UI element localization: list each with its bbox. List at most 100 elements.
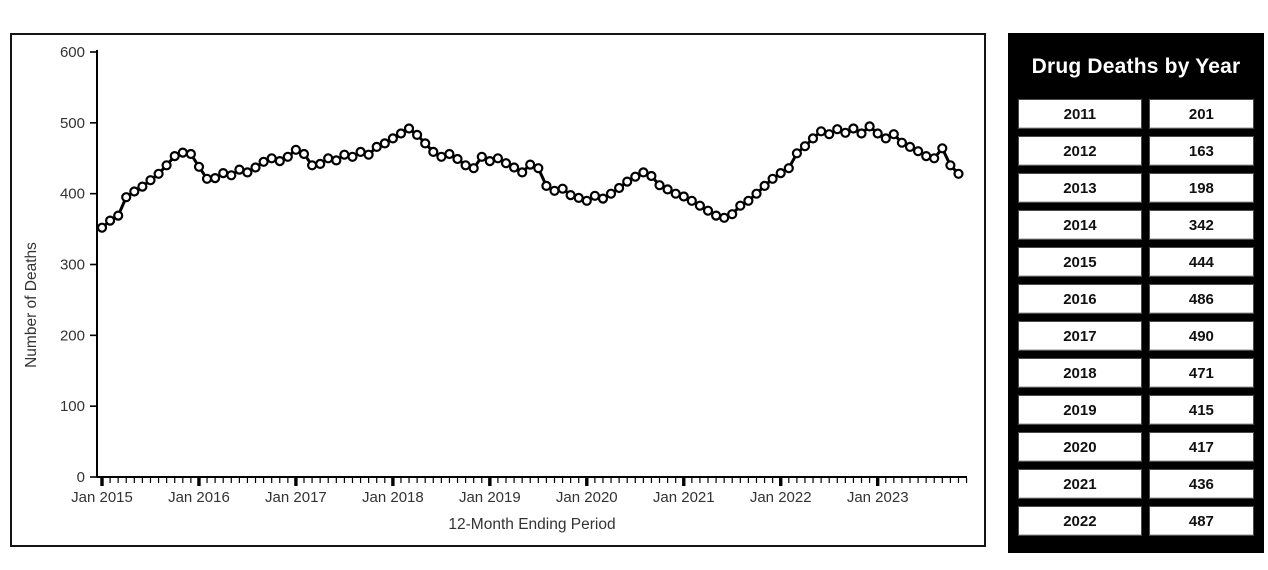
data-point-marker <box>694 200 706 211</box>
data-point-marker <box>234 164 245 175</box>
x-tick-label: Jan 2023 <box>847 489 909 506</box>
data-point-marker <box>549 185 560 196</box>
x-tick-label: Jan 2021 <box>653 489 715 506</box>
table-row: 2015 444 <box>1018 247 1254 277</box>
data-point-marker <box>444 148 455 160</box>
data-point-marker <box>807 133 819 144</box>
year-cell: 2016 <box>1018 284 1142 314</box>
data-point-marker <box>226 170 237 181</box>
data-point-marker <box>880 133 891 144</box>
y-tick-label: 100 <box>60 398 85 415</box>
deaths-cell: 201 <box>1148 99 1254 129</box>
data-point-marker <box>379 138 390 149</box>
data-point-marker <box>533 163 544 174</box>
data-point-marker <box>412 129 423 141</box>
data-point-marker <box>791 148 803 159</box>
data-point-marker <box>896 137 908 148</box>
data-point-marker <box>775 168 786 179</box>
data-point-marker <box>104 215 116 226</box>
data-point-marker <box>799 141 811 152</box>
data-point-marker <box>428 146 439 158</box>
data-point-marker <box>710 210 722 221</box>
data-point-marker <box>573 192 584 203</box>
table-title: Drug Deaths by Year <box>1031 55 1241 78</box>
x-tick-label: Jan 2015 <box>71 489 133 506</box>
data-point-marker <box>751 188 762 199</box>
data-point-marker <box>145 175 156 186</box>
data-point-marker <box>783 163 794 174</box>
year-cell: 2012 <box>1018 136 1142 166</box>
year-cell: 2011 <box>1018 99 1142 129</box>
data-point-marker <box>904 141 916 153</box>
y-tick-label: 0 <box>77 469 85 486</box>
data-point-marker <box>848 123 859 134</box>
data-point-marker <box>331 155 342 166</box>
table-row: 2013 198 <box>1018 173 1254 203</box>
data-point-marker <box>622 176 633 187</box>
data-point-marker <box>815 126 827 137</box>
data-point-marker <box>589 190 601 201</box>
data-point-marker <box>824 129 835 140</box>
data-point-marker <box>484 155 495 167</box>
data-point-marker <box>258 156 269 167</box>
data-point-marker <box>921 150 932 162</box>
data-point-marker <box>403 123 415 134</box>
data-point-marker <box>654 180 665 191</box>
y-tick-label: 200 <box>60 327 85 344</box>
data-point-marker <box>605 188 617 199</box>
data-point-marker <box>298 148 310 160</box>
data-point-marker <box>339 149 350 160</box>
year-cell: 2020 <box>1018 432 1142 462</box>
y-tick-label: 500 <box>60 115 85 132</box>
x-tick-label: Jan 2022 <box>750 489 812 506</box>
y-axis-title: Number of Deaths <box>23 242 40 368</box>
deaths-cell: 490 <box>1148 321 1254 351</box>
data-point-marker <box>323 153 334 164</box>
data-point-marker <box>953 168 964 179</box>
table-row: 2014 342 <box>1018 210 1254 240</box>
data-point-marker <box>727 209 738 220</box>
deaths-line-chart: 0 100 200 300 400 500 600 Jan 2015 Jan 2016 Jan 2… <box>23 44 968 533</box>
data-point-marker <box>250 162 261 173</box>
deaths-cell: 487 <box>1148 506 1254 536</box>
deaths-cell: 163 <box>1148 136 1254 166</box>
data-point-marker <box>832 124 843 135</box>
y-tick-label: 600 <box>60 44 85 61</box>
year-cell: 2017 <box>1018 321 1142 351</box>
year-cell: 2014 <box>1018 210 1142 240</box>
year-cell: 2019 <box>1018 395 1142 425</box>
deaths-cell: 198 <box>1148 173 1254 203</box>
data-point-marker <box>315 158 326 169</box>
data-point-marker <box>169 150 180 162</box>
data-point-marker <box>371 141 382 153</box>
table-rows: 2011 201 2012 163 2013 198 2014 342 2015 444 2016 4… <box>1018 99 1254 536</box>
data-point-marker <box>113 210 124 221</box>
year-cell: 2022 <box>1018 506 1142 536</box>
data-point-marker <box>210 173 221 184</box>
table-row: 2019 415 <box>1018 395 1254 425</box>
data-point-marker <box>395 128 407 139</box>
data-point-marker <box>557 183 568 194</box>
year-cell: 2015 <box>1018 247 1142 277</box>
data-point-marker <box>767 173 778 184</box>
data-point-marker <box>670 188 681 199</box>
data-point-marker <box>161 160 172 171</box>
data-point-marker <box>177 147 188 158</box>
data-point-marker <box>452 153 463 165</box>
data-point-marker <box>121 192 132 203</box>
data-point-marker <box>613 182 625 194</box>
deaths-cell: 417 <box>1148 432 1254 462</box>
data-point-marker <box>929 153 940 164</box>
data-point-marker <box>387 133 398 144</box>
deaths-cell: 486 <box>1148 284 1254 314</box>
data-point-marker <box>492 153 503 164</box>
data-point-marker <box>509 162 520 173</box>
data-point-marker <box>290 144 301 155</box>
data-point-marker <box>678 191 689 202</box>
chart-panel: 0 100 200 300 400 500 600 Jan 2015 Jan 2016 Jan 2… <box>10 33 986 547</box>
data-point-marker <box>759 180 770 191</box>
data-point-marker <box>912 146 924 157</box>
data-point-marker <box>476 151 487 162</box>
data-point-marker <box>702 205 714 216</box>
deaths-cell: 471 <box>1148 358 1254 388</box>
